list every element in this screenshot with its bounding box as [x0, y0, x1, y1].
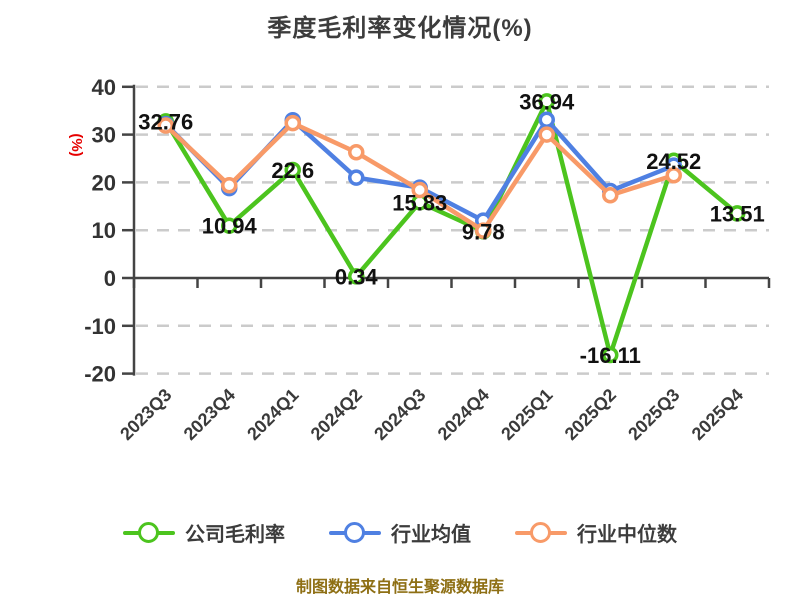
data-point-行业中位数: [475, 222, 492, 239]
y-tick-label: 30: [92, 123, 116, 148]
x-tick-label: 2024Q3: [370, 385, 429, 444]
legend-label-industry-median: 行业中位数: [577, 524, 677, 546]
series-line-公司毛利率: [163, 99, 739, 358]
legend-marker-industry-median-icon: [515, 521, 567, 545]
y-axis-unit-label: (%): [68, 133, 85, 156]
legend-item-industry-median[interactable]: 行业中位数: [515, 518, 677, 547]
x-tick-label: 2024Q4: [434, 385, 493, 444]
data-point-公司毛利率: [284, 161, 301, 179]
legend-label-company: 公司毛利率: [185, 524, 285, 546]
chart-title: 季度毛利率变化情况(%): [267, 15, 533, 42]
x-tick-label: 2025Q3: [624, 385, 683, 444]
x-tick-label: 2023Q4: [180, 385, 239, 444]
data-point-行业中位数: [602, 187, 619, 204]
data-point-行业均值: [348, 169, 365, 186]
data-label: 10.94: [202, 214, 258, 239]
legend-item-company[interactable]: 公司毛利率: [123, 518, 285, 547]
data-point-行业中位数: [538, 126, 555, 143]
chart-legend: 公司毛利率 行业均值 行业中位数: [0, 518, 800, 547]
data-label: -16.11: [580, 343, 641, 368]
data-point-公司毛利率: [221, 217, 238, 234]
y-tick-label: -10: [84, 314, 116, 339]
legend-item-industry-avg[interactable]: 行业均值: [329, 518, 471, 547]
y-tick-label: 10: [92, 218, 116, 243]
data-point-行业中位数: [348, 144, 365, 161]
y-tick-label: 40: [92, 75, 116, 100]
data-point-公司毛利率: [348, 268, 365, 285]
data-label: 22.6: [271, 158, 314, 183]
data-point-行业均值: [538, 111, 555, 129]
data-label: 13.51: [710, 201, 765, 226]
data-source-note: 制图数据来自恒生聚源数据库: [295, 579, 504, 596]
x-tick-label: 2025Q1: [497, 385, 556, 444]
data-label: 9.78: [462, 219, 505, 244]
data-point-公司毛利率: [602, 346, 619, 364]
data-point-行业中位数: [221, 177, 238, 194]
data-label: 0.34: [335, 264, 379, 289]
data-label: 15.83: [392, 190, 447, 215]
data-point-行业中位数: [284, 114, 301, 132]
y-tick-label: -20: [84, 362, 116, 387]
legend-label-industry-avg: 行业均值: [391, 524, 471, 546]
data-label: 32.76: [138, 109, 193, 134]
x-tick-label: 2025Q4: [688, 385, 747, 444]
data-label: 24.52: [646, 149, 701, 174]
x-tick-label: 2024Q2: [307, 385, 366, 444]
data-point-行业中位数: [411, 181, 428, 199]
y-tick-label: 0: [104, 266, 116, 291]
legend-marker-company-icon: [123, 521, 175, 545]
data-point-行业中位数: [157, 117, 174, 134]
x-tick-label: 2025Q2: [561, 385, 620, 444]
x-tick-label: 2023Q3: [116, 385, 175, 444]
data-point-公司毛利率: [538, 93, 555, 110]
data-point-行业中位数: [665, 166, 682, 184]
data-label: 36.94: [519, 89, 575, 114]
legend-marker-industry-avg-icon: [329, 521, 381, 545]
y-tick-label: 20: [92, 170, 116, 195]
data-point-公司毛利率: [729, 205, 746, 222]
x-tick-label: 2024Q1: [243, 385, 302, 444]
